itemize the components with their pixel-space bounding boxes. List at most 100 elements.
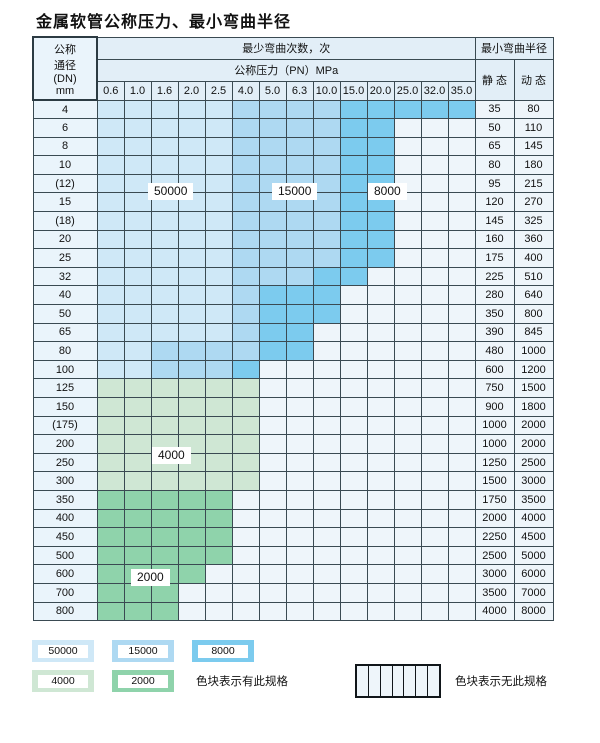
table-row: 100 600 1200 [32,359,554,380]
spec-cell-filled [150,471,179,491]
spec-cell-empty [285,359,314,380]
spec-cell-filled [231,136,260,157]
spec-cell-empty [258,452,287,473]
dn-value-32: 32 [32,266,98,287]
spec-cell-empty [420,452,449,473]
spec-cell-filled [96,359,125,380]
spec-cell-empty [447,564,476,584]
spec-cell-filled [123,508,152,529]
dynamic-radius-value: 3000 [513,471,554,491]
spec-cell-filled [123,397,152,417]
spec-cell-filled [204,341,233,361]
static-radius-value: 3500 [474,582,515,603]
dn-header-cell: 公称 通径 (DN) mm [32,36,98,101]
spec-cell-filled [177,285,206,306]
spec-cell-empty [393,601,422,622]
spec-cell-filled [339,211,368,231]
spec-cell-empty [312,489,341,510]
spec-cell-empty [420,322,449,343]
spec-cell-filled [96,434,125,454]
spec-cell-filled [204,99,233,120]
dynamic-radius-value: 1800 [513,397,554,417]
table-header: 公称 通径 (DN) mm 最少弯曲次数，次 最小弯曲半径 公称压力（PN）MP… [32,36,554,101]
spec-cell-filled [285,285,314,306]
spec-cell-filled [204,322,233,343]
spec-cell-empty [420,527,449,547]
spec-cell-filled [312,173,341,194]
spec-cell-filled [96,341,125,361]
spec-cell-filled [123,285,152,306]
spec-cell-empty [393,508,422,529]
spec-cell-empty [393,471,422,491]
spec-cell-filled [177,508,206,529]
spec-cell-empty [393,489,422,510]
spec-cell-empty [366,471,395,491]
spec-cell-filled [150,601,179,622]
spec-cell-filled [285,155,314,175]
spec-cell-filled [96,118,125,138]
pressure-header-5.0: 5.0 [258,80,287,101]
spec-cell-empty [393,322,422,343]
spec-cell-empty [447,601,476,622]
spec-cell-empty [447,508,476,529]
dn-value-500: 500 [32,545,98,566]
spec-cell-filled [231,322,260,343]
table-row: 700 3500 7000 [32,582,554,603]
spec-cell-empty [312,397,341,417]
spec-cell-empty [420,341,449,361]
static-radius-value: 65 [474,136,515,157]
pressure-header-2.0: 2.0 [177,80,206,101]
spec-cell-filled [150,248,179,268]
spec-cell-empty [393,527,422,547]
spec-cell-empty [258,601,287,622]
spec-cell-filled [204,545,233,566]
spec-cell-empty [393,155,422,175]
spec-cell-filled [123,99,152,120]
table-row: 350 1750 3500 [32,489,554,510]
spec-cell-filled [123,192,152,213]
dn-value-65: 65 [32,322,98,343]
static-radius-value: 50 [474,118,515,138]
spec-cell-empty [447,248,476,268]
spec-cell-filled [204,285,233,306]
spec-cell-empty [339,378,368,398]
dn-value-300: 300 [32,471,98,491]
spec-cell-empty [258,582,287,603]
spec-cell-empty [420,229,449,250]
spec-cell-filled [204,471,233,491]
spec-cell-empty [393,136,422,157]
spec-cell-empty [420,601,449,622]
spec-cell-filled [150,118,179,138]
dynamic-radius-value: 2000 [513,415,554,436]
spec-cell-empty [285,582,314,603]
spec-cell-filled [177,527,206,547]
spec-cell-empty [366,545,395,566]
spec-cell-empty [447,452,476,473]
table-row: (175) 1000 2000 [32,415,554,436]
static-radius-value: 1500 [474,471,515,491]
spec-cell-filled [231,415,260,436]
spec-cell-filled [339,118,368,138]
spec-cell-filled [123,378,152,398]
spec-cell-empty [339,471,368,491]
static-radius-value: 1250 [474,452,515,473]
table-row: 40 280 640 [32,285,554,306]
spec-cell-filled [123,434,152,454]
dn-value-80: 80 [32,341,98,361]
spec-cell-filled [96,378,125,398]
spec-cell-filled [231,471,260,491]
spec-cell-empty [231,601,260,622]
spec-cell-empty [447,415,476,436]
spec-cell-empty [204,564,233,584]
spec-cell-empty [447,285,476,306]
spec-cell-empty [420,248,449,268]
spec-cell-empty [420,266,449,287]
spec-cell-empty [447,118,476,138]
spec-cell-empty [366,266,395,287]
pressure-header-4.0: 4.0 [231,80,260,101]
spec-cell-empty [447,173,476,194]
spec-cell-filled [339,266,368,287]
static-radius-value: 390 [474,322,515,343]
spec-cell-filled [204,452,233,473]
spec-cell-filled [231,266,260,287]
